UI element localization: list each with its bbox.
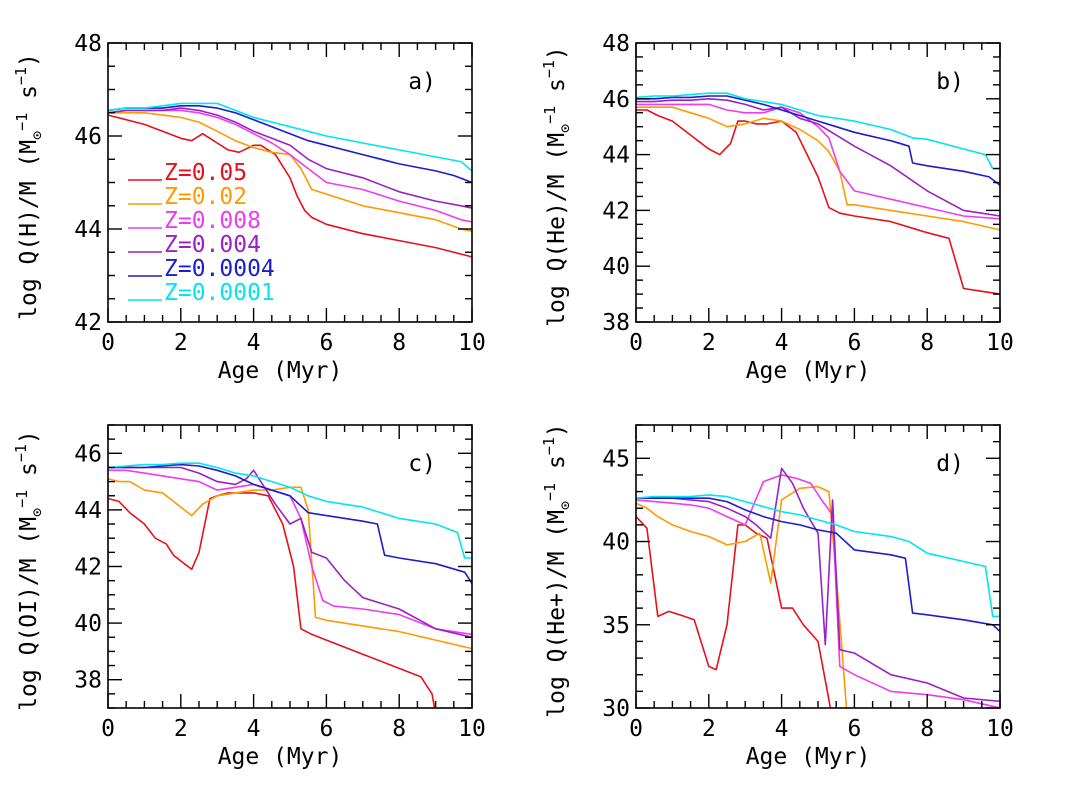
x-tick-label: 4 — [247, 716, 261, 742]
series-line-z00001 — [108, 462, 472, 559]
series-line-z00004 — [108, 463, 472, 584]
x-axis-label: Age (Myr) — [746, 744, 871, 770]
series-line-z005 — [636, 516, 832, 708]
series-line-z0004 — [636, 98, 1000, 217]
y-tick-label: 42 — [74, 310, 102, 336]
x-tick-label: 8 — [392, 330, 406, 356]
y-axis-label: log Q(OI)/M (M⊙−1 s−1) — [12, 430, 46, 711]
x-tick-label: 10 — [458, 330, 486, 356]
x-tick-label: 0 — [101, 716, 115, 742]
x-axis-label: Age (Myr) — [218, 744, 343, 770]
panel-label: b) — [936, 69, 964, 95]
series-line-z0008 — [636, 474, 1000, 708]
legend-entry: Z=0.02 — [164, 184, 247, 210]
y-tick-label: 44 — [602, 143, 630, 169]
y-tick-label: 42 — [602, 198, 630, 224]
y-tick-label: 38 — [602, 310, 630, 336]
y-tick-label: 44 — [74, 217, 102, 243]
y-tick-label: 38 — [74, 668, 102, 694]
y-tick-label: 45 — [602, 446, 630, 472]
series-line-z002 — [636, 106, 1000, 231]
series-line-z002 — [108, 478, 472, 650]
x-tick-label: 8 — [392, 716, 406, 742]
x-tick-label: 2 — [174, 330, 188, 356]
x-axis-label: Age (Myr) — [218, 358, 343, 384]
series-group — [108, 462, 472, 708]
series-line-z00004 — [108, 105, 472, 184]
panel-d: 0 2 4 6 8 10 30 35 40 45 d) Age (Myr) log Q(He+)/M (… — [540, 423, 1014, 770]
y-tick-label: 48 — [602, 31, 630, 57]
x-tick-label: 0 — [629, 716, 643, 742]
x-tick-label: 2 — [702, 716, 716, 742]
y-tick-label: 42 — [74, 555, 102, 581]
legend-entry: Z=0.004 — [164, 232, 261, 258]
x-tick-label: 6 — [847, 716, 861, 742]
x-tick-label: 10 — [986, 330, 1014, 356]
panel-label: d) — [936, 451, 964, 477]
series-line-z00001 — [636, 92, 1000, 170]
x-tick-label: 0 — [629, 330, 643, 356]
series-group — [636, 467, 1000, 708]
legend-entry: Z=0.0004 — [164, 256, 275, 282]
series-line-z0004 — [108, 107, 472, 209]
series-line-z00001 — [108, 102, 472, 172]
y-tick-label: 40 — [74, 611, 102, 637]
series-line-z002 — [636, 485, 848, 708]
series-line-z005 — [636, 109, 1000, 295]
series-line-z0004 — [636, 467, 1000, 703]
x-axis-label: Age (Myr) — [746, 358, 871, 384]
y-tick-label: 46 — [74, 441, 102, 467]
x-tick-label: 6 — [847, 330, 861, 356]
x-tick-label: 6 — [319, 716, 333, 742]
panel-label: c) — [408, 451, 436, 477]
x-tick-label: 2 — [702, 330, 716, 356]
y-tick-label: 46 — [74, 124, 102, 150]
series-line-z005 — [108, 492, 436, 708]
y-tick-label: 35 — [602, 613, 630, 639]
series-line-z005 — [108, 114, 472, 258]
series-line-z00004 — [636, 497, 1000, 632]
x-tick-label: 6 — [319, 330, 333, 356]
x-tick-label: 8 — [920, 716, 934, 742]
series-line-z002 — [108, 112, 472, 233]
series-line-z00004 — [636, 95, 1000, 186]
legend-entry: Z=0.05 — [164, 160, 247, 186]
legend: Z=0.05Z=0.02Z=0.008Z=0.004Z=0.0004Z=0.00… — [128, 160, 275, 306]
y-axis-label: log Q(He)/M (M⊙−1 s−1) — [540, 46, 574, 327]
series-line-z0008 — [636, 103, 1000, 220]
x-tick-label: 10 — [458, 716, 486, 742]
y-axis-label: log Q(He+)/M (M⊙−1 s−1) — [540, 423, 574, 717]
y-tick-label: 30 — [602, 696, 630, 722]
y-axis-label: log Q(H)/M (M⊙−1 s−1) — [12, 53, 46, 320]
x-tick-label: 0 — [101, 330, 115, 356]
y-tick-label: 40 — [602, 254, 630, 280]
x-tick-label: 2 — [174, 716, 188, 742]
panel-label: a) — [408, 69, 436, 95]
series-line-z00001 — [636, 494, 1000, 618]
series-group — [108, 102, 472, 258]
y-tick-label: 48 — [74, 31, 102, 57]
x-tick-label: 4 — [775, 716, 789, 742]
series-group — [636, 92, 1000, 295]
x-tick-label: 4 — [775, 330, 789, 356]
x-tick-label: 4 — [247, 330, 261, 356]
x-tick-label: 10 — [986, 716, 1014, 742]
y-tick-label: 46 — [602, 87, 630, 113]
legend-entry: Z=0.0001 — [164, 280, 275, 306]
x-tick-label: 8 — [920, 330, 934, 356]
y-tick-label: 44 — [74, 498, 102, 524]
legend-entry: Z=0.008 — [164, 208, 261, 234]
y-tick-label: 40 — [602, 530, 630, 556]
